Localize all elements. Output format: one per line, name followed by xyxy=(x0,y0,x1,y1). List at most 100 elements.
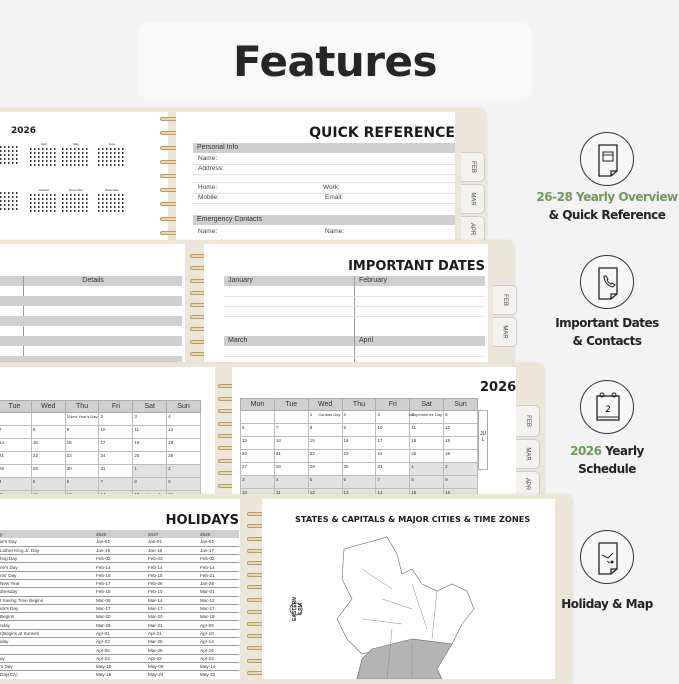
tab-feb[interactable]: FEB xyxy=(516,405,540,437)
calendar-day[interactable]: 3 xyxy=(132,412,168,426)
calendar-day[interactable]: 1 New Year's Day xyxy=(64,412,100,426)
holiday-date: Feb-15 xyxy=(148,571,200,581)
calendar-day[interactable]: 14 xyxy=(98,490,134,495)
calendar-day[interactable]: 23 xyxy=(64,451,100,465)
calendar-day[interactable]: 16 xyxy=(64,438,100,452)
calendar-day[interactable]: 16 xyxy=(443,488,478,495)
calendar-day[interactable]: 17 xyxy=(98,438,134,452)
calendar-day[interactable]: 6 xyxy=(240,423,275,437)
weekday-header: Sun xyxy=(166,400,201,413)
mini-month: December xyxy=(98,188,126,214)
calendar-day[interactable]: 1 xyxy=(132,464,168,478)
calendar-day[interactable]: 7 xyxy=(0,425,32,439)
calendar-day[interactable]: 4 xyxy=(0,477,32,491)
calendar-day[interactable]: 3 xyxy=(240,475,275,489)
calendar-day[interactable]: 7 xyxy=(98,477,134,491)
calendar-day[interactable]: 9 xyxy=(443,475,478,489)
calendar-day[interactable]: 22 xyxy=(307,449,343,463)
calendar-day[interactable]: 7 xyxy=(273,423,309,437)
calendar-day[interactable]: 1 xyxy=(409,462,445,476)
calendar-day[interactable]: 26 xyxy=(443,449,478,463)
calendar-day[interactable]: 30 xyxy=(64,464,100,478)
holiday-date: Apr-10 xyxy=(200,629,239,639)
calendar-day[interactable]: 6 xyxy=(341,475,377,489)
tab-mar[interactable]: MAR xyxy=(493,317,517,347)
calendar-day[interactable]: 2 xyxy=(443,462,478,476)
tab-feb[interactable]: FEB xyxy=(493,285,517,315)
calendar-day[interactable]: 8 xyxy=(30,425,66,439)
calendar-day[interactable]: 20 xyxy=(240,449,275,463)
calendar-day[interactable]: 2 xyxy=(98,412,134,426)
calendar-day[interactable] xyxy=(0,412,32,426)
calendar-day[interactable]: 31 xyxy=(375,462,411,476)
holiday-name xyxy=(0,645,96,655)
calendar-day[interactable]: 2 xyxy=(341,410,377,424)
calendar-day[interactable]: 28 xyxy=(273,462,309,476)
calendar-day[interactable]: 9 xyxy=(341,423,377,437)
tab-mar[interactable]: MAR xyxy=(516,439,540,469)
calendar-day[interactable]: 5 xyxy=(443,410,478,424)
calendar-day[interactable]: 18 xyxy=(132,438,168,452)
calendar-day[interactable]: 12 xyxy=(443,423,478,437)
calendar-day[interactable] xyxy=(30,412,66,426)
calendar-day[interactable]: 29 xyxy=(30,464,66,478)
calendar-day[interactable]: 25 xyxy=(409,449,445,463)
calendar-day[interactable]: 15 xyxy=(30,438,66,452)
calendar-day[interactable]: 24 xyxy=(98,451,134,465)
calendar-day[interactable]: 5 xyxy=(30,477,66,491)
tab-apr[interactable]: APR xyxy=(516,471,540,497)
calendar-day[interactable]: 21 xyxy=(273,449,309,463)
holidays-table: y 2026 2027 2028 ar's Day Jan-01 Jan-01 Jan-01 L… xyxy=(0,530,239,679)
calendar-day[interactable]: 5 xyxy=(307,475,343,489)
holiday-name: ar's Day xyxy=(0,538,96,547)
holiday-name: Begins xyxy=(0,612,96,622)
calendar-day[interactable]: 18 xyxy=(409,436,445,450)
calendar-day[interactable]: 30 xyxy=(341,462,377,476)
calendar-day[interactable]: 14 xyxy=(273,436,309,450)
calendar-day[interactable]: 27 xyxy=(240,462,275,476)
calendar-day[interactable]: 3 xyxy=(375,410,411,424)
calendar-day[interactable] xyxy=(273,410,309,424)
calendar-day[interactable]: 8 xyxy=(132,477,168,491)
calendar-day[interactable]: 14 xyxy=(0,438,32,452)
tab-mar[interactable]: MAR xyxy=(461,184,485,214)
calendar-day[interactable]: 11 xyxy=(409,423,445,437)
calendar-day[interactable]: 6 xyxy=(64,477,100,491)
holiday-name: nday xyxy=(0,620,96,630)
calendar-day[interactable]: 21 xyxy=(0,451,32,465)
calendar-day[interactable]: 15 xyxy=(307,436,343,450)
calendar-day[interactable]: 26 xyxy=(166,451,201,465)
calendar-day[interactable]: 9 xyxy=(64,425,100,439)
calendar-day[interactable]: 19 xyxy=(443,436,478,450)
calendar-day[interactable]: 1 Canada Day xyxy=(307,410,343,424)
calendar-day[interactable]: 4 xyxy=(166,412,201,426)
tab-apr[interactable]: APR xyxy=(461,216,485,242)
calendar-day[interactable]: 11 xyxy=(132,425,168,439)
calendar-day[interactable]: 10 xyxy=(98,425,134,439)
calendar-day[interactable]: 17 xyxy=(375,436,411,450)
calendar-day[interactable]: 9 xyxy=(166,477,201,491)
calendar-day[interactable]: 4 xyxy=(273,475,309,489)
calendar-day[interactable]: 22 xyxy=(30,451,66,465)
calendar-day[interactable]: 29 xyxy=(307,462,343,476)
calendar-day[interactable]: 8 xyxy=(307,423,343,437)
calendar-day[interactable]: 4 Independence Day xyxy=(408,410,445,424)
calendar-day[interactable]: 8 xyxy=(409,475,445,489)
calendar-day[interactable]: 31 xyxy=(98,464,134,478)
calendar-day[interactable]: 10 xyxy=(375,423,411,437)
calendar-day[interactable]: 25 xyxy=(132,451,168,465)
holiday-row: iday Apr-03 Mar-26 Apr-14 xyxy=(0,637,239,647)
calendar-day[interactable]: 16 xyxy=(341,436,377,450)
calendar-day[interactable]: 19 xyxy=(166,438,201,452)
calendar-day[interactable]: 2 xyxy=(166,464,201,478)
calendar-day[interactable]: 13 xyxy=(240,436,275,450)
tab-feb[interactable]: FEB xyxy=(461,152,485,182)
calendar-day[interactable]: 12 xyxy=(166,425,201,439)
calendar-day[interactable]: 28 xyxy=(0,464,32,478)
calendar-day[interactable]: 23 xyxy=(341,449,377,463)
calendar-day[interactable]: 7 xyxy=(375,475,411,489)
calendar-day[interactable]: 16 xyxy=(166,490,201,495)
calendar-day[interactable]: 24 xyxy=(375,449,411,463)
calendar-day[interactable] xyxy=(240,410,275,424)
